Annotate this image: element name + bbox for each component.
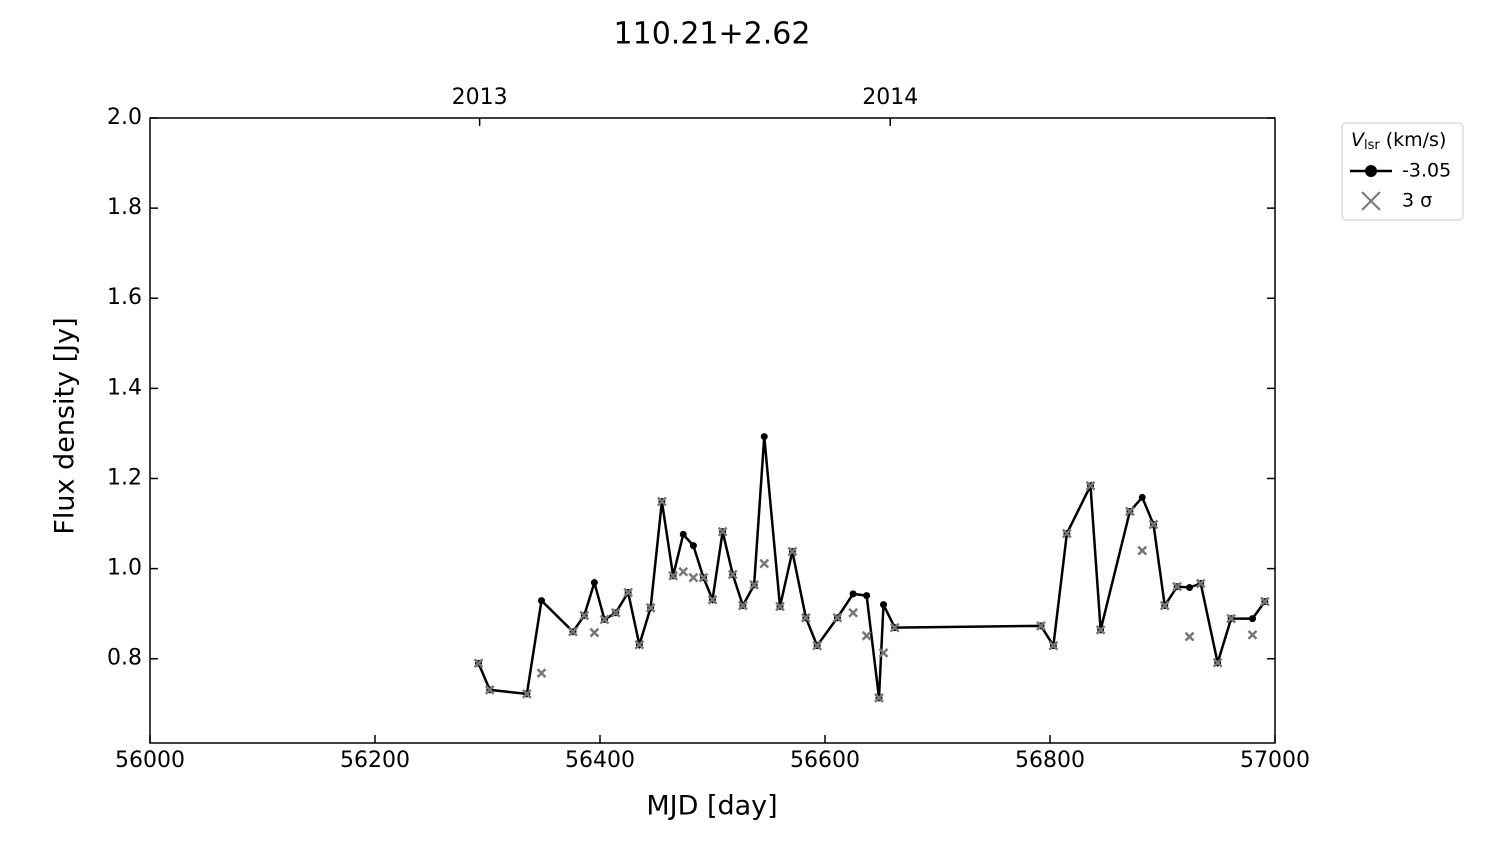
cross-marker (1226, 613, 1237, 624)
cross-marker (473, 658, 484, 669)
data-point (849, 590, 857, 598)
y-tick-label: 1.4 (107, 375, 142, 400)
cross-marker (645, 602, 656, 613)
plot-frame (149, 117, 1276, 744)
legend: Vlsr (km/s) -3.05 3 σ (1341, 122, 1464, 221)
x-axis-label: MJD [day] (646, 791, 777, 822)
cross-marker (484, 684, 495, 695)
cross-marker (787, 546, 798, 557)
cross-marker (1036, 620, 1046, 631)
cross-marker (848, 607, 859, 618)
x-tick-label: 56800 (1015, 748, 1085, 773)
data-point (1138, 493, 1146, 501)
cross-marker (775, 601, 785, 612)
y-tick-label: 1.6 (107, 285, 142, 310)
chart-title: 110.21+2.62 (614, 17, 811, 52)
cross-marker (832, 612, 843, 623)
cross-marker (1124, 506, 1135, 517)
cross-marker (1259, 596, 1270, 607)
cross-marker (874, 693, 884, 703)
cross-marker (1085, 480, 1096, 491)
cross-marker (1159, 600, 1170, 611)
x2-tick-label: 2013 (452, 85, 508, 110)
x-tick-label: 56600 (790, 748, 860, 773)
cross-marker (656, 496, 667, 507)
data-point (1249, 615, 1256, 623)
y-tick-label: 0.8 (107, 646, 142, 671)
x-tick-label: 56400 (565, 748, 635, 773)
data-point (863, 592, 871, 600)
cross-marker (1172, 581, 1183, 592)
cross-marker (599, 614, 610, 625)
legend-title: Vlsr (km/s) (1351, 129, 1446, 153)
cross-marker (678, 566, 689, 577)
data-point (679, 530, 687, 538)
data-point (590, 579, 598, 587)
legend-marker (1365, 165, 1377, 177)
cross-marker (1095, 625, 1106, 635)
y-tick-label: 1.2 (107, 465, 142, 490)
cross-marker (749, 579, 760, 590)
cross-marker (698, 572, 709, 583)
cross-marker (878, 647, 889, 658)
legend-title-v: V (1351, 129, 1366, 151)
cross-marker (737, 600, 748, 611)
cross-marker (759, 558, 770, 569)
cross-marker (707, 594, 718, 605)
y-axis-label: Flux density [Jy] (50, 317, 81, 534)
legend-title-unit: (km/s) (1386, 129, 1447, 151)
cross-marker (536, 668, 547, 679)
data-point (538, 597, 545, 605)
y-tick-label: 2.0 (107, 105, 142, 130)
cross-marker (688, 572, 699, 583)
x-tick-label: 56200 (340, 748, 410, 773)
cross-marker (1137, 545, 1148, 556)
cross-marker (889, 622, 900, 633)
legend-title-sub: lsr (1364, 138, 1380, 153)
cross-marker (1212, 657, 1223, 668)
cross-marker (861, 630, 872, 641)
cross-marker (717, 526, 728, 537)
cross-marker (1361, 191, 1381, 211)
cross-marker (589, 627, 600, 638)
cross-marker (579, 610, 590, 621)
cross-marker (568, 626, 578, 637)
legend-label: -3.05 (1402, 160, 1451, 182)
y-tick-label: 1.0 (107, 556, 142, 581)
data-point (880, 601, 887, 609)
cross-marker (623, 587, 634, 598)
cross-marker (1195, 578, 1206, 589)
data-point (760, 433, 768, 441)
legend-label: 3 σ (1402, 190, 1432, 212)
cross-marker (634, 639, 645, 650)
x-tick-label: 57000 (1240, 748, 1310, 773)
cross-marker (668, 570, 679, 581)
cross-marker (610, 607, 621, 618)
cross-marker (812, 640, 823, 651)
data-point (1186, 584, 1193, 592)
cross-marker (1184, 631, 1195, 642)
cross-marker (800, 612, 811, 623)
cross-marker (1148, 519, 1159, 530)
cross-marker (1061, 528, 1072, 539)
data-point (689, 542, 697, 550)
legend-box (1341, 122, 1464, 221)
x2-tick-label: 2014 (862, 85, 918, 110)
y-tick-label: 1.8 (107, 195, 142, 220)
data-line (477, 436, 1266, 699)
cross-marker (727, 569, 738, 580)
x-tick-label: 56000 (115, 748, 185, 773)
cross-marker (521, 688, 532, 699)
cross-marker (1247, 629, 1258, 640)
cross-marker (1048, 640, 1059, 651)
